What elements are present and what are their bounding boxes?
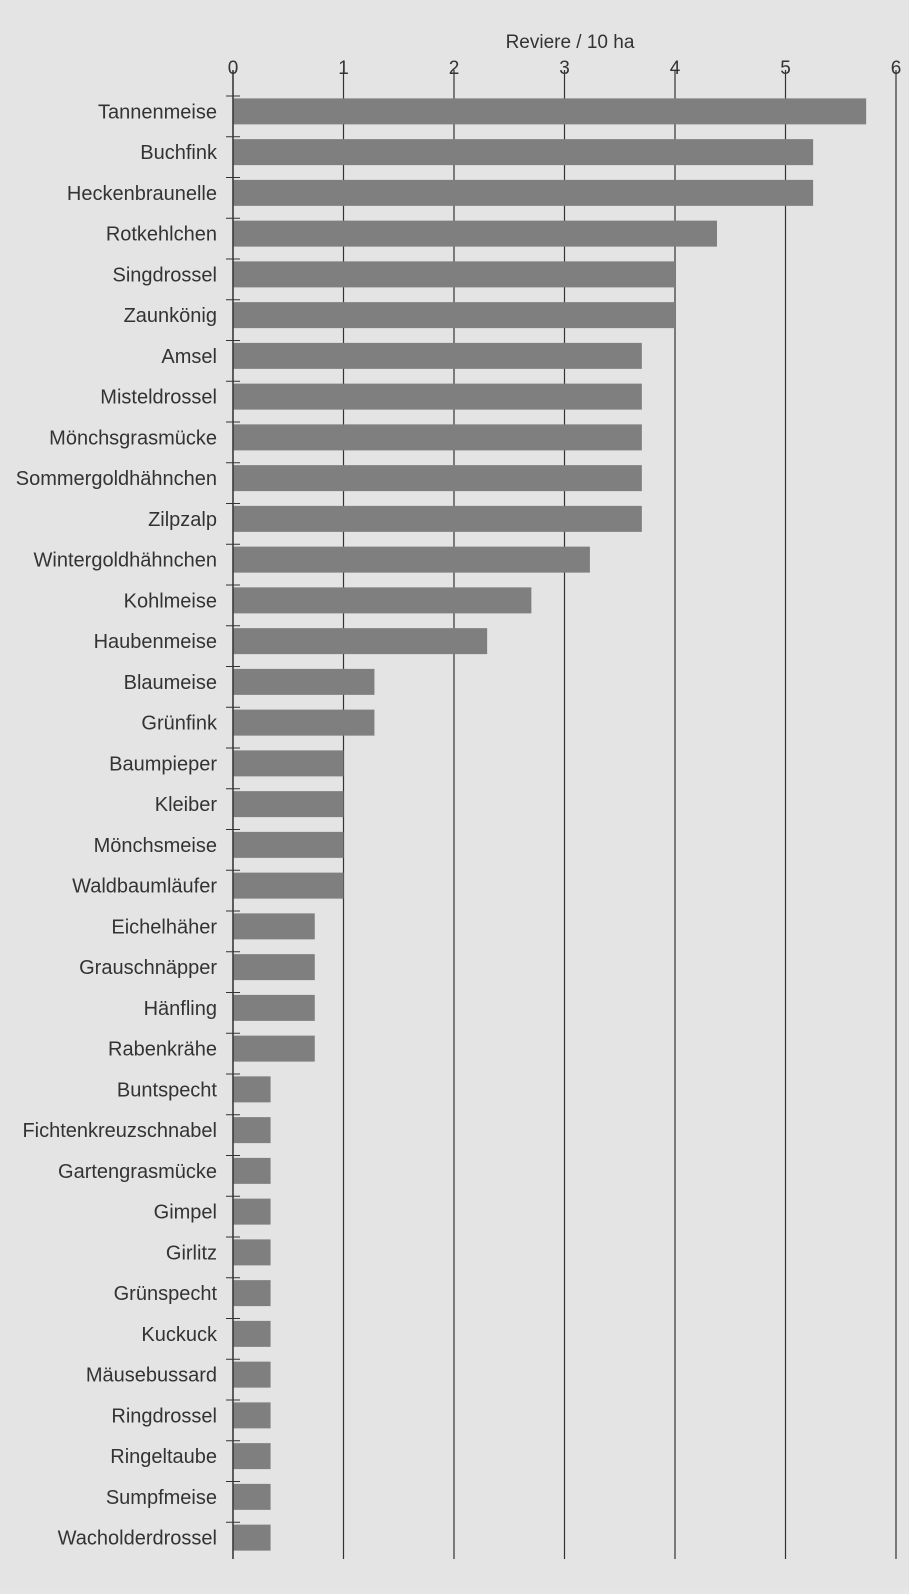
category-labels: Tannenmeise Buchfink Heckenbraunelle Rotkeh… (16, 101, 218, 1549)
category-label: Kleiber (155, 794, 218, 816)
x-tick-label: 5 (780, 58, 791, 79)
bar-15 (233, 709, 375, 736)
bar-22 (233, 994, 315, 1021)
category-label: Eichelhäher (111, 916, 217, 938)
x-tick-label: 4 (670, 58, 681, 79)
bar-3 (233, 220, 717, 247)
category-label: Buchfink (140, 142, 218, 164)
bar-2 (233, 179, 814, 206)
category-label: Grünfink (141, 713, 218, 735)
category-label: Waldbaumläufer (72, 876, 217, 898)
category-label: Blaumeise (124, 672, 217, 694)
bar-5 (233, 302, 675, 329)
x-tick-label: 6 (891, 58, 902, 79)
bar-27 (233, 1198, 271, 1225)
category-label: Grauschnäpper (79, 957, 217, 979)
bar-21 (233, 954, 315, 981)
category-label: Mönchsmeise (94, 835, 217, 857)
category-label: Zaunkönig (124, 305, 217, 327)
category-label: Sommergoldhähnchen (16, 468, 217, 490)
bar-18 (233, 831, 344, 858)
bar-11 (233, 546, 590, 573)
category-label: Buntspecht (117, 1079, 218, 1101)
bars (233, 98, 867, 1551)
bar-8 (233, 424, 642, 451)
category-label: Mönchsgrasmücke (49, 427, 217, 449)
category-label: Zilpzalp (148, 509, 217, 531)
bar-35 (233, 1524, 271, 1551)
bar-23 (233, 1035, 315, 1062)
x-tick-label: 1 (338, 58, 349, 79)
category-label: Ringdrossel (111, 1405, 217, 1427)
category-label: Girlitz (166, 1242, 217, 1264)
category-label: Kohlmeise (124, 590, 217, 612)
bar-1 (233, 139, 814, 166)
category-label: Misteldrossel (100, 387, 217, 409)
bar-26 (233, 1157, 271, 1184)
bar-32 (233, 1402, 271, 1429)
category-label: Rabenkrähe (108, 1039, 217, 1061)
category-label: Tannenmeise (98, 101, 217, 123)
bar-20 (233, 913, 315, 940)
axes: 0 1 2 3 4 5 6 (226, 58, 901, 1559)
bar-24 (233, 1076, 271, 1103)
bar-17 (233, 791, 344, 818)
bar-28 (233, 1239, 271, 1266)
bar-7 (233, 383, 642, 410)
bar-34 (233, 1483, 271, 1510)
bar-25 (233, 1117, 271, 1144)
category-label: Singdrossel (112, 264, 217, 286)
bar-4 (233, 261, 675, 288)
bar-16 (233, 750, 344, 777)
bar-9 (233, 465, 642, 492)
category-label: Amsel (161, 346, 217, 368)
category-label: Mäusebussard (86, 1365, 217, 1387)
category-label: Heckenbraunelle (67, 183, 217, 205)
bar-10 (233, 505, 642, 532)
bar-13 (233, 628, 488, 655)
bar-14 (233, 668, 375, 695)
category-label: Kuckuck (141, 1324, 218, 1346)
category-label: Haubenmeise (94, 631, 217, 653)
bar-33 (233, 1443, 271, 1470)
x-tick-label: 3 (559, 58, 570, 79)
category-label: Gartengrasmücke (58, 1161, 217, 1183)
x-tick-label: 0 (228, 58, 239, 79)
bar-19 (233, 872, 344, 899)
category-label: Wintergoldhähnchen (34, 550, 217, 572)
bar-30 (233, 1320, 271, 1347)
x-axis-title: Reviere / 10 ha (506, 32, 635, 53)
bar-12 (233, 587, 532, 614)
category-label: Ringeltaube (110, 1446, 217, 1468)
category-label: Rotkehlchen (106, 224, 217, 246)
category-label: Gimpel (154, 1202, 217, 1224)
bar-29 (233, 1280, 271, 1307)
category-label: Grünspecht (114, 1283, 218, 1305)
category-label: Fichtenkreuzschnabel (22, 1120, 217, 1142)
category-label: Wacholderdrossel (58, 1528, 217, 1550)
x-tick-label: 2 (449, 58, 460, 79)
bar-31 (233, 1361, 271, 1388)
bar-6 (233, 342, 642, 369)
category-label: Baumpieper (109, 753, 217, 775)
category-label: Hänfling (144, 998, 217, 1020)
category-label: Sumpfmeise (106, 1487, 217, 1509)
bar-0 (233, 98, 867, 125)
